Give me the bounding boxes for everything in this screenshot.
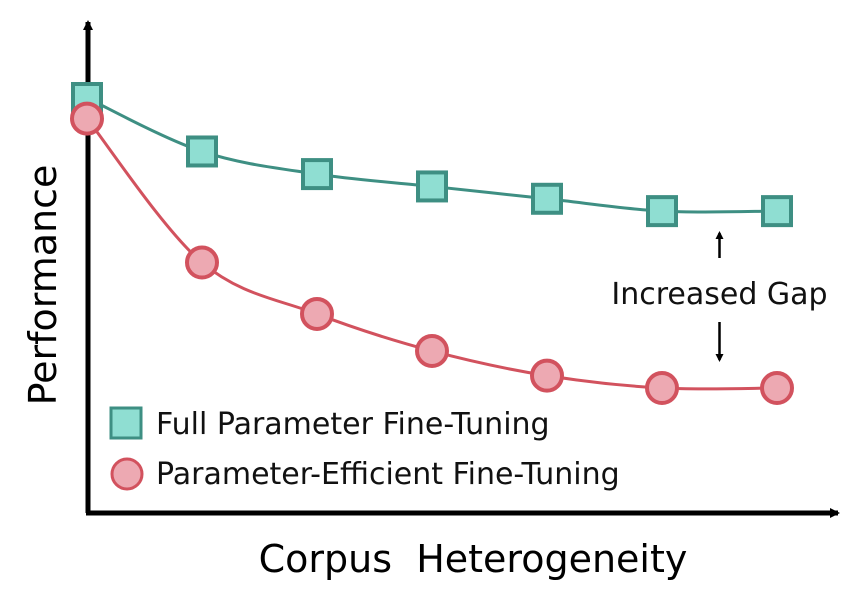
data-point-circle [530, 358, 564, 393]
gap-annotation: Increased Gap [611, 231, 828, 362]
series-layer [70, 82, 794, 405]
data-point-square [646, 195, 678, 228]
data-point-square [301, 158, 333, 191]
data-point-square [186, 135, 218, 168]
data-point-circle [415, 333, 449, 368]
legend-circle-marker [110, 457, 144, 491]
data-point-circle [185, 245, 219, 280]
data-point-square [761, 195, 793, 228]
legend-item-full: Full Parameter Fine-Tuning [109, 406, 550, 442]
legend-label-full: Full Parameter Fine-Tuning [156, 407, 550, 442]
legend: Full Parameter Fine-Tuning Parameter-Eff… [109, 406, 620, 492]
data-point-square [416, 170, 448, 203]
x-axis-title: Corpus Heterogeneity [259, 537, 688, 581]
data-point-circle [760, 371, 794, 405]
data-point-square [531, 182, 563, 215]
gap-annotation-label: Increased Gap [611, 277, 827, 312]
legend-label-peft: Parameter-Efficient Fine-Tuning [156, 457, 620, 492]
legend-square-marker [109, 406, 143, 440]
y-axis-title: Performance [21, 165, 65, 406]
legend-item-peft: Parameter-Efficient Fine-Tuning [110, 457, 620, 492]
data-point-circle [645, 371, 679, 405]
data-point-circle [300, 296, 334, 331]
data-point-circle [70, 101, 104, 136]
